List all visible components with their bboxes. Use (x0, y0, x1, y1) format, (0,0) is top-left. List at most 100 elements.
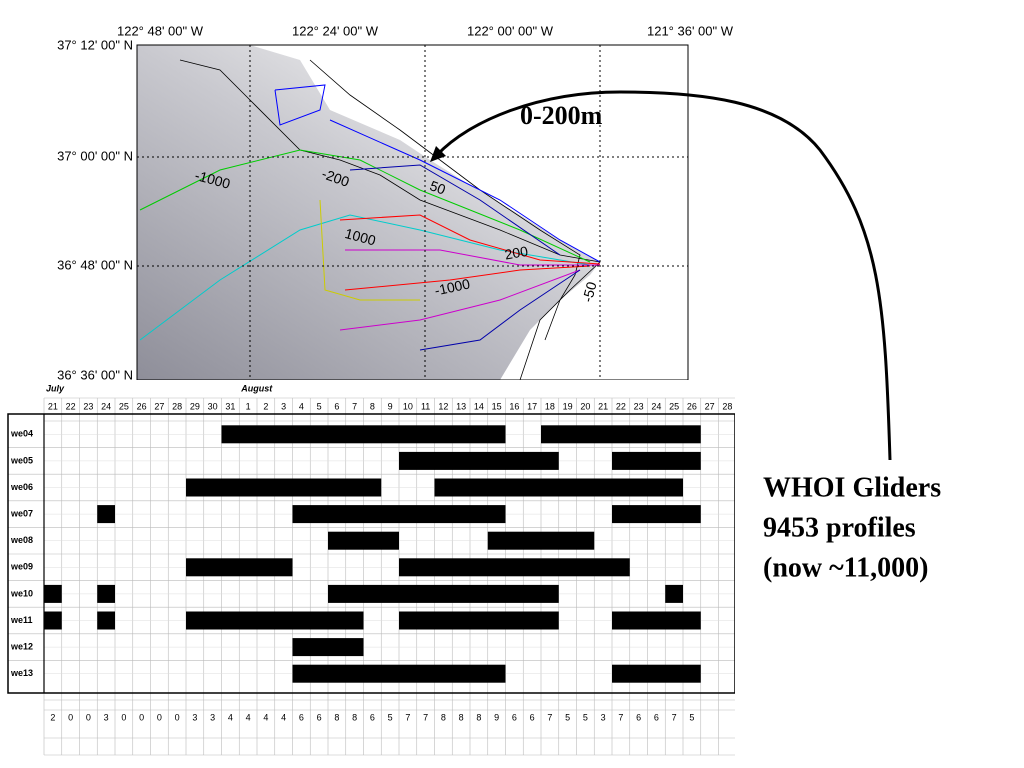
count-label: 6 (512, 712, 517, 722)
day-label: 28 (172, 401, 182, 411)
count-label: 8 (441, 712, 446, 722)
deployment-bar (612, 611, 701, 630)
deployment-bar (399, 611, 559, 630)
glider-note: (now ~11,000) (763, 552, 928, 583)
count-label: 8 (334, 712, 339, 722)
deployment-bar (612, 505, 701, 524)
lon-label: 121° 36' 00" W (647, 23, 734, 38)
deployment-bar (186, 558, 293, 577)
count-label: 4 (228, 712, 233, 722)
day-label: 17 (527, 401, 537, 411)
deployment-bar (97, 505, 115, 524)
count-label: 0 (175, 712, 180, 722)
count-label: 8 (352, 712, 357, 722)
deployment-bar (612, 664, 701, 683)
map: -1000 -200 50 1000 200 -1000 -50 (137, 45, 688, 380)
day-label: 27 (154, 401, 164, 411)
month-label: August (240, 383, 273, 393)
count-label: 7 (405, 712, 410, 722)
track (339, 214, 601, 291)
glider-name: we11 (10, 615, 33, 625)
day-label: 20 (580, 401, 590, 411)
day-label: 24 (651, 401, 661, 411)
day-label: 24 (101, 401, 111, 411)
day-label: 21 (598, 401, 608, 411)
day-label: 26 (687, 401, 697, 411)
count-label: 4 (263, 712, 268, 722)
count-label: 2 (50, 712, 55, 722)
deployment-bar (292, 638, 364, 657)
count-label: 7 (672, 712, 677, 722)
count-label: 5 (689, 712, 694, 722)
deployment-bar (186, 478, 382, 497)
track (349, 164, 581, 351)
count-label: 6 (654, 712, 659, 722)
track (319, 199, 420, 301)
deployment-bar (44, 611, 62, 630)
count-label: 8 (476, 712, 481, 722)
deployment-bar (292, 505, 506, 524)
day-label: 29 (190, 401, 200, 411)
day-label: 23 (634, 401, 644, 411)
day-label: 14 (474, 401, 484, 411)
count-label: 0 (139, 712, 144, 722)
track (139, 214, 591, 341)
lon-label: 122° 24' 00" W (292, 23, 379, 38)
day-label: 4 (299, 401, 304, 411)
count-label: 4 (281, 712, 286, 722)
day-label: 31 (225, 401, 235, 411)
deployment-bar (665, 584, 683, 603)
count-label: 8 (459, 712, 464, 722)
glider-tracks (139, 84, 601, 351)
deployment-bar (434, 478, 683, 497)
day-label: 5 (317, 401, 322, 411)
day-label: 22 (616, 401, 626, 411)
lat-label: 36° 48' 00" N (57, 257, 133, 272)
depth-label: 0-200m (520, 101, 603, 130)
day-label: 23 (83, 401, 93, 411)
day-label: 30 (208, 401, 218, 411)
glider-name: we13 (10, 668, 33, 678)
day-label: 16 (509, 401, 519, 411)
count-label: 0 (121, 712, 126, 722)
deployment-bar (399, 451, 559, 470)
deployment-bar (186, 611, 364, 630)
glider-name: we07 (10, 508, 33, 518)
deployment-bar (399, 558, 630, 577)
count-label: 9 (494, 712, 499, 722)
day-label: 27 (705, 401, 715, 411)
lon-label: 122° 00' 00" W (467, 23, 554, 38)
day-label: 9 (388, 401, 393, 411)
count-label: 6 (299, 712, 304, 722)
deployment-bar (328, 584, 559, 603)
glider-name: we08 (10, 535, 33, 545)
arrow (435, 90, 892, 461)
day-label: 15 (492, 401, 502, 411)
contour (309, 59, 581, 341)
count-label: 5 (583, 712, 588, 722)
deployment-bar (541, 425, 701, 444)
day-label: 26 (137, 401, 147, 411)
map-grid (137, 45, 688, 380)
count-label: 6 (317, 712, 322, 722)
day-label: 21 (48, 401, 58, 411)
lat-label: 37° 12' 00" N (57, 37, 133, 52)
count-label: 6 (370, 712, 375, 722)
count-label: 0 (68, 712, 73, 722)
glider-name: we05 (10, 455, 33, 465)
deployment-bar (221, 425, 506, 444)
day-label: 19 (563, 401, 573, 411)
count-label: 7 (618, 712, 623, 722)
track (274, 84, 601, 263)
glider-note: 9453 profiles (763, 512, 916, 543)
count-label: 4 (246, 712, 251, 722)
month-label: July (46, 383, 65, 393)
day-label: 3 (281, 401, 286, 411)
contour-label: 200 (503, 243, 529, 263)
count-label: 3 (104, 712, 109, 722)
count-label: 3 (601, 712, 606, 722)
day-label: 28 (722, 401, 732, 411)
count-label: 7 (423, 712, 428, 722)
count-label: 0 (157, 712, 162, 722)
